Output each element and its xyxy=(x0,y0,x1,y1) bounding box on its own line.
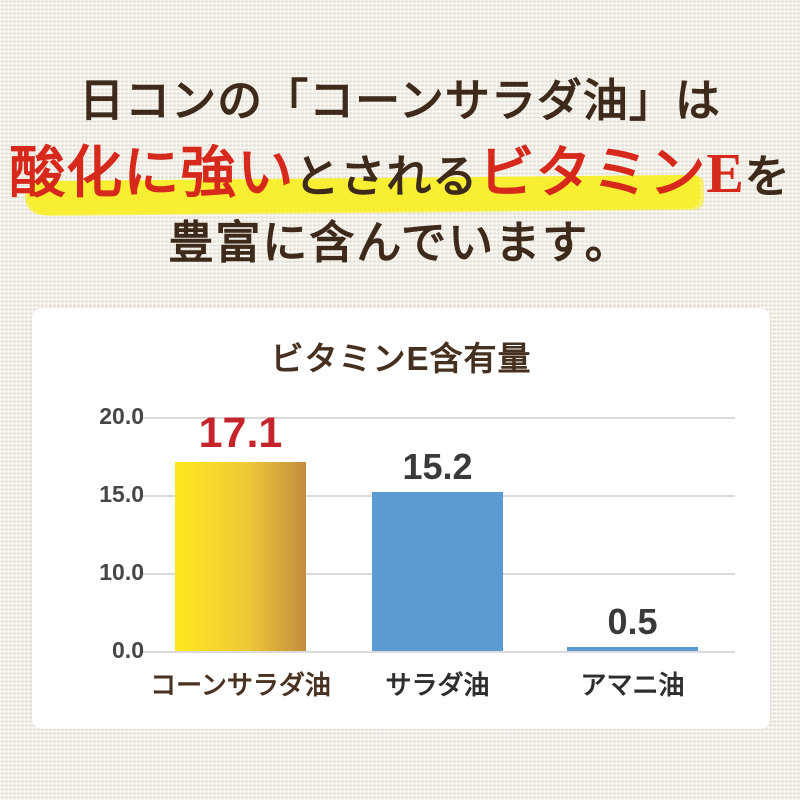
y-tick-label: 20.0 xyxy=(99,403,144,429)
headline-emphasis-oxidation: 酸化に強い xyxy=(9,143,295,205)
chart-title: ビタミンE含有量 xyxy=(270,340,532,377)
bar-amani-oil xyxy=(567,647,698,651)
bar-salad-oil xyxy=(372,492,503,651)
gridline-0 xyxy=(143,651,735,653)
bar-value-salad-oil: 15.2 xyxy=(402,446,473,487)
y-tick-label: 10.0 xyxy=(99,559,144,585)
bar-value-corn-salad-oil: 17.1 xyxy=(198,409,283,457)
headline-line1: 日コンの「コーンサラダ油」は xyxy=(79,76,721,126)
y-tick-label: 0.0 xyxy=(112,637,144,663)
headline-emphasis-vitamin-e: ビタミンE xyxy=(478,143,745,205)
x-axis-label-salad-oil: サラダ油 xyxy=(385,670,490,700)
chart-card: ビタミンE含有量 20.0 15.0 10.0 0.0 17.1 15.2 0.… xyxy=(32,308,770,729)
headline-connector-text: とされる xyxy=(294,152,479,202)
bar-value-amani-oil: 0.5 xyxy=(607,601,658,642)
gridline-20 xyxy=(143,417,735,419)
y-tick-label: 15.0 xyxy=(99,481,144,507)
headline-particle-text: を xyxy=(744,152,791,202)
headline-line3: 豊富に含んでいます。 xyxy=(168,218,632,268)
x-axis-label-corn-salad-oil: コーンサラダ油 xyxy=(150,670,331,700)
x-axis-label-amani-oil: アマニ油 xyxy=(580,670,685,700)
headline-line2: 酸化に強いとされるビタミンEを xyxy=(0,128,800,220)
bar-corn-salad-oil xyxy=(175,462,306,651)
